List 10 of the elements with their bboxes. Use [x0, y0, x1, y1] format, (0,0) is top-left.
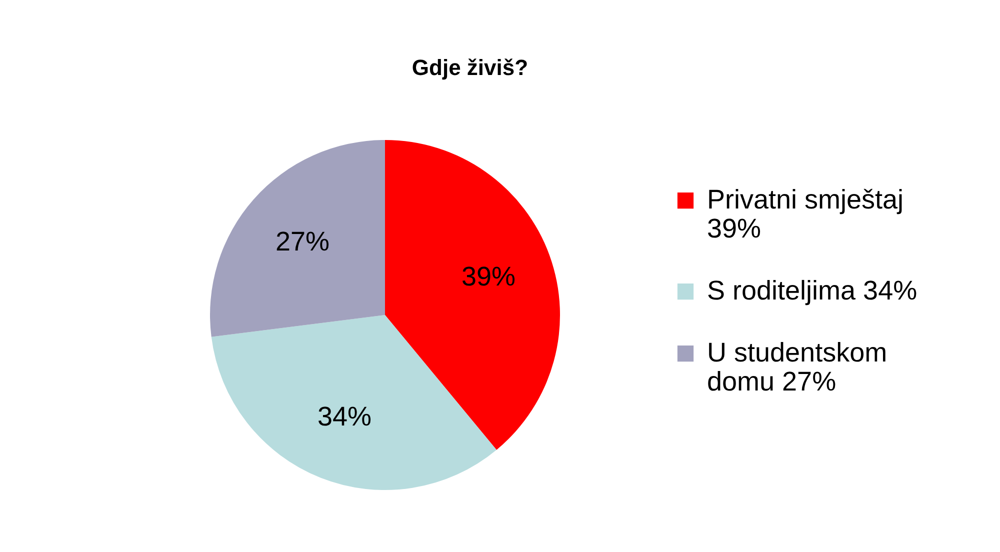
chart-title: Gdje živiš?: [412, 55, 528, 80]
legend-label: U studentskom domu 27%: [707, 338, 888, 396]
pie-slice: [210, 140, 385, 337]
data-label: 34%: [317, 401, 372, 432]
pie-slice: [385, 140, 560, 450]
pie-slice: [211, 315, 497, 490]
legend-label: S roditeljima 34%: [707, 276, 918, 306]
legend-label: Privatni smještaj 39%: [707, 184, 904, 244]
data-label: 27%: [275, 226, 330, 256]
data-label: 39%: [461, 262, 516, 292]
